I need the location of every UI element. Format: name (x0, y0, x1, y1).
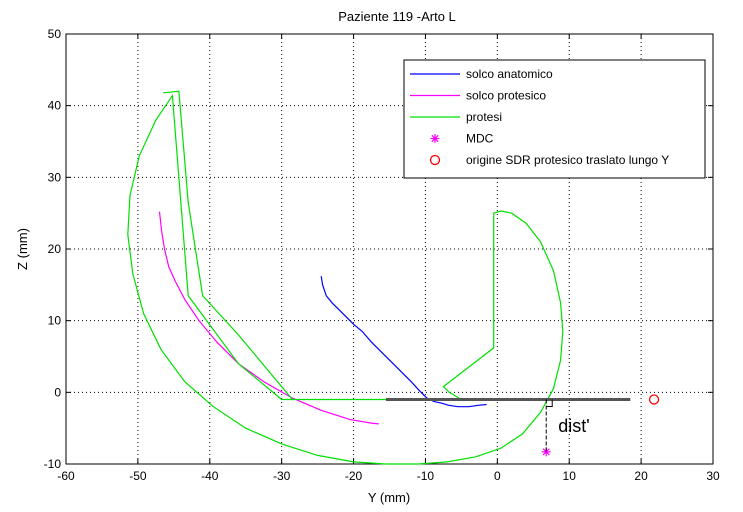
y-tick-label: 20 (48, 242, 62, 256)
chart-title: Paziente 119 -Arto L (338, 9, 456, 24)
asterisk-stroke (542, 448, 550, 456)
x-tick-label: -30 (273, 469, 291, 483)
y-tick-label: 30 (48, 170, 62, 184)
distance-label: dist' (558, 416, 589, 436)
x-tick-label: 0 (494, 469, 501, 483)
x-tick-label: -60 (57, 469, 75, 483)
x-tick-label: 10 (563, 469, 577, 483)
x-tick-label: -20 (345, 469, 363, 483)
y-tick-label: 40 (48, 99, 62, 113)
x-tick-label: 30 (706, 469, 720, 483)
y-tick-label: 10 (48, 314, 62, 328)
x-tick-label: 20 (634, 469, 648, 483)
series-layer (127, 90, 660, 465)
legend-entry: protesi (466, 110, 502, 124)
y-tick-label: 0 (54, 385, 61, 399)
asterisk-stroke (431, 134, 439, 143)
series-line (158, 211, 379, 425)
right-angle-marker (546, 399, 553, 407)
y-axis-label: Z (mm) (15, 228, 30, 270)
legend-entry: solco protesico (466, 89, 546, 103)
y-tick-label: 50 (48, 27, 62, 41)
data-point (648, 394, 660, 405)
x-tick-label: -50 (129, 469, 147, 483)
data-point (430, 134, 440, 143)
x-axis-ticks: -60 -50 -40 -30 -20 -10 0 10 20 30 (57, 34, 720, 483)
x-tick-label: -40 (201, 469, 219, 483)
y-axis-ticks: -10 0 10 20 30 40 50 (44, 27, 713, 471)
annotations: dist' (385, 398, 631, 452)
x-tick-label: -10 (417, 469, 435, 483)
legend-entry: solco anatomico (466, 67, 553, 81)
series-line (320, 276, 487, 408)
data-point (429, 154, 441, 166)
series-line (127, 90, 564, 465)
legend-entry: MDC (466, 132, 494, 146)
x-axis-label: Y (mm) (368, 490, 410, 505)
legend-entry: origine SDR protesico traslato lungo Y (466, 153, 669, 167)
y-tick-label: -10 (44, 457, 62, 471)
legend: solco anatomico solco protesico protesi MDC… (403, 59, 706, 179)
legend-box (403, 59, 706, 179)
